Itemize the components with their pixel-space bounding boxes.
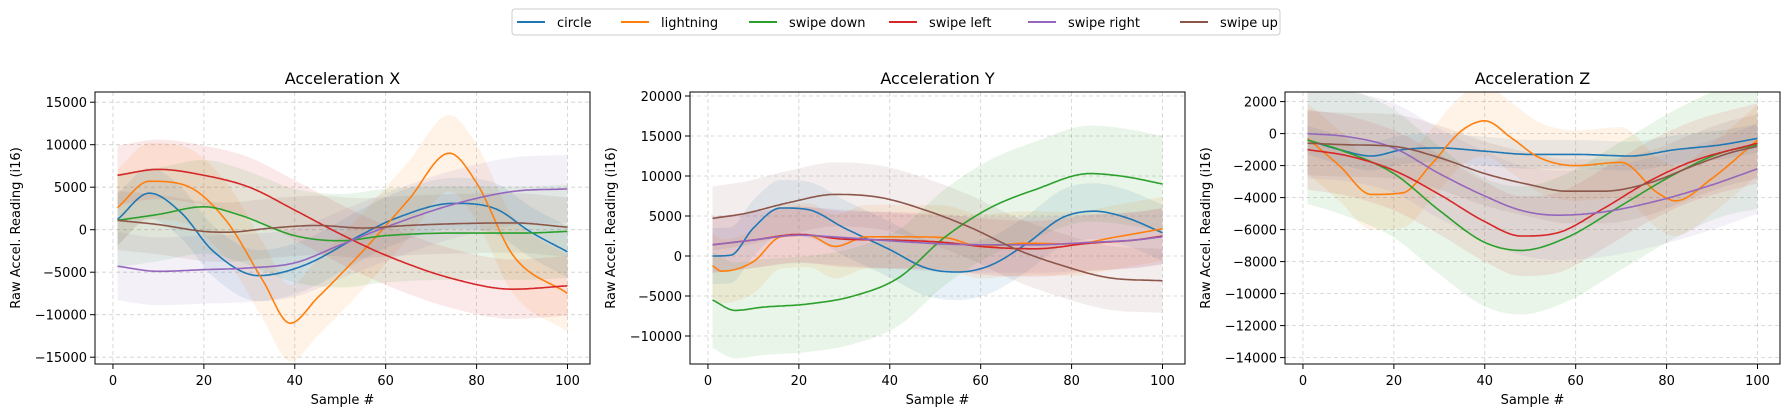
legend-label: swipe up	[1220, 16, 1278, 31]
x-tick-label: 80	[1063, 374, 1080, 389]
y-tick-label: −5000	[43, 266, 87, 281]
y-tick-label: −10000	[630, 330, 682, 345]
panel-acceleration-z: 0 20 40 60 80 100 −14000 −12000 −10000 −8000 −6000…	[1199, 69, 1781, 408]
x-tick-label: 20	[196, 374, 213, 389]
x-tick-label: 60	[377, 374, 394, 389]
chart-title: Acceleration X	[285, 69, 401, 88]
legend-entry-circle: circle	[517, 16, 592, 31]
line-swipe-right	[117, 188, 568, 273]
y-tick-label: 20000	[641, 90, 682, 105]
x-tick-label: 100	[555, 374, 580, 389]
chart-title: Acceleration Y	[880, 69, 995, 88]
line-swipe-up	[712, 193, 1163, 282]
plot-area	[1306, 92, 1759, 315]
band-swipe-right	[1307, 92, 1758, 260]
y-tick-label: −5000	[638, 290, 682, 305]
line-swipe-right	[712, 234, 1163, 246]
axes-frame	[689, 91, 1186, 365]
x-tick-label: 40	[1476, 374, 1493, 389]
y-axis-label: Raw Accel. Reading (i16)	[9, 147, 24, 309]
legend-entry-swipe-left: swipe left	[889, 16, 991, 31]
legend-label: swipe right	[1068, 16, 1140, 31]
y-tick-label: −15000	[35, 351, 87, 366]
y-tick-label: −10000	[35, 309, 87, 324]
y-tick-label: 15000	[641, 130, 682, 145]
legend-entry-lightning: lightning	[621, 16, 718, 31]
legend-label: circle	[557, 16, 592, 31]
y-tick-label: 10000	[46, 139, 87, 154]
band-swipe-left	[1307, 103, 1758, 276]
band-lightning	[712, 196, 1163, 304]
x-tick-label: 100	[1745, 374, 1770, 389]
y-tick-label: −2000	[1233, 160, 1277, 175]
band-swipe-right	[712, 207, 1163, 273]
line-lightning	[1306, 119, 1759, 202]
panel-acceleration-y: 0 20 40 60 80 100 −10000 −5000 0 5000 10000 15000 20…	[604, 69, 1186, 408]
y-tick-label: 5000	[54, 181, 87, 196]
band-swipe-up	[1307, 111, 1758, 224]
band-swipe-down	[117, 160, 568, 288]
x-tick-label: 0	[1299, 374, 1307, 389]
band-swipe-right	[117, 154, 568, 306]
line-swipe-left	[1307, 142, 1758, 237]
y-tick-label: 2000	[1244, 96, 1277, 111]
band-lightning	[1307, 92, 1758, 236]
y-tick-label: 0	[79, 224, 87, 239]
legend-entry-swipe-down: swipe down	[749, 16, 865, 31]
line-swipe-right	[1307, 132, 1758, 216]
plot-area	[712, 125, 1163, 359]
legend-entry-swipe-up: swipe up	[1180, 16, 1278, 31]
panel-acceleration-x: 0 20 40 60 80 100 −15000 −10000 −5000 0 5000 10000 1…	[9, 69, 591, 408]
x-axis-label: Sample #	[906, 393, 970, 408]
y-axis-label: Raw Accel. Reading (i16)	[604, 147, 619, 309]
x-tick-label: 80	[468, 374, 485, 389]
y-tick-label: 0	[674, 250, 682, 265]
line-swipe-down	[117, 206, 568, 242]
chart-title: Acceleration Z	[1475, 69, 1591, 88]
y-tick-label: −4000	[1233, 192, 1277, 207]
x-tick-label: 100	[1150, 374, 1175, 389]
axes-frame	[1284, 91, 1781, 365]
y-tick-label: 15000	[46, 96, 87, 111]
band-lightning	[117, 115, 568, 362]
y-tick-label: −14000	[1225, 352, 1277, 367]
x-tick-label: 20	[1386, 374, 1403, 389]
plot-area	[116, 115, 568, 362]
x-tick-label: 0	[109, 374, 117, 389]
line-swipe-up	[1307, 142, 1758, 192]
y-tick-label: −12000	[1225, 320, 1277, 335]
line-swipe-left	[117, 168, 568, 290]
y-tick-label: −8000	[1233, 256, 1277, 271]
legend-label: swipe down	[789, 16, 865, 31]
x-tick-label: 80	[1658, 374, 1675, 389]
x-axis-label: Sample #	[1501, 393, 1565, 408]
band-circle	[1307, 124, 1758, 171]
y-axis-label: Raw Accel. Reading (i16)	[1199, 147, 1214, 309]
legend-label: lightning	[661, 16, 718, 31]
y-tick-label: 0	[1269, 128, 1277, 143]
legend-label: swipe left	[929, 16, 991, 31]
legend-entry-swipe-right: swipe right	[1028, 16, 1140, 31]
x-tick-label: 60	[972, 374, 989, 389]
x-axis-label: Sample #	[311, 393, 375, 408]
line-circle	[116, 192, 568, 277]
y-tick-label: −6000	[1233, 224, 1277, 239]
y-tick-label: −10000	[1225, 288, 1277, 303]
x-tick-label: 40	[286, 374, 303, 389]
axes-frame	[94, 91, 591, 365]
y-tick-label: 5000	[649, 210, 682, 225]
line-swipe-up	[117, 219, 568, 233]
x-tick-label: 0	[704, 374, 712, 389]
x-tick-label: 60	[1567, 374, 1584, 389]
band-circle	[712, 180, 1163, 300]
band-swipe-left	[117, 139, 568, 319]
line-lightning	[116, 152, 568, 325]
line-circle	[712, 207, 1163, 273]
x-tick-label: 40	[881, 374, 898, 389]
x-tick-label: 20	[791, 374, 808, 389]
y-tick-label: 10000	[641, 170, 682, 185]
